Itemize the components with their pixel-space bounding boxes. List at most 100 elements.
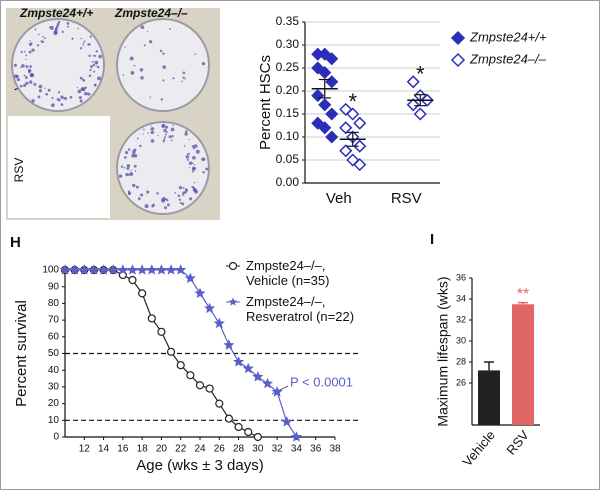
colony (143, 44, 146, 47)
colony (186, 158, 189, 161)
colony (40, 40, 43, 43)
x-tick-label: Veh (326, 190, 352, 207)
y-axis-label: Maximum lifespan (wks) (435, 276, 451, 426)
colony (95, 50, 98, 53)
colony (144, 204, 149, 209)
colony (172, 77, 175, 80)
y-tick-label: 100 (42, 265, 59, 276)
colony (21, 64, 25, 68)
y-tick-label: 30 (48, 382, 60, 393)
y-axis-label: Percent HSCs (257, 55, 274, 150)
colony (195, 149, 200, 154)
colony (124, 46, 126, 48)
x-tick-label: 28 (233, 444, 245, 455)
colony (164, 206, 167, 210)
colony (136, 137, 139, 140)
colony (147, 132, 150, 134)
colony (135, 185, 139, 189)
point (318, 66, 332, 80)
colony (56, 22, 60, 26)
colony (25, 76, 28, 79)
panel-label: H (10, 234, 21, 251)
colony (20, 50, 23, 54)
colony (44, 87, 46, 90)
colony (133, 154, 138, 158)
colony (90, 65, 94, 68)
x-tick-label: 30 (252, 444, 264, 455)
colony (168, 28, 171, 30)
colony (30, 73, 35, 78)
colony (126, 164, 131, 168)
colony (143, 128, 145, 131)
colony (95, 65, 97, 67)
colony (162, 52, 165, 55)
point (339, 121, 353, 135)
legend-marker (450, 30, 466, 46)
colony (181, 202, 185, 206)
colony (94, 84, 97, 87)
colony (29, 65, 32, 69)
colony (148, 40, 153, 44)
colony (157, 134, 159, 137)
colony (88, 74, 92, 78)
y-tick-label: 90 (48, 281, 60, 292)
colony (163, 136, 167, 139)
point (346, 107, 360, 121)
colony (82, 45, 84, 47)
colony (182, 191, 186, 195)
colony (185, 130, 188, 133)
colony (129, 56, 134, 61)
colony (162, 79, 165, 82)
colony (160, 98, 164, 101)
point (325, 107, 339, 121)
colony (191, 170, 194, 173)
colony (132, 183, 136, 188)
significance: * (416, 62, 425, 87)
colony (45, 92, 48, 96)
empty-cell (8, 116, 110, 218)
colony (98, 54, 102, 59)
x-tick-label: RSV (391, 190, 422, 207)
colony (87, 92, 91, 96)
colony (165, 131, 168, 134)
colony (60, 95, 64, 99)
point (233, 356, 245, 367)
point (213, 317, 225, 329)
colony (188, 161, 193, 165)
point (413, 107, 427, 121)
legend-label: Zmpste24–/– (469, 51, 547, 66)
colony (34, 28, 37, 31)
colony (188, 138, 190, 141)
colony (63, 98, 65, 100)
colony (13, 63, 17, 67)
colony (80, 87, 85, 91)
colony (23, 84, 27, 88)
colony (47, 88, 51, 92)
point (138, 289, 147, 298)
point (353, 116, 367, 130)
y-tick-label: 0.25 (276, 60, 300, 74)
colony (205, 167, 209, 171)
colony (203, 158, 206, 161)
colony (164, 198, 168, 201)
point (128, 275, 137, 285)
colony (123, 166, 126, 169)
y-tick-label: 0 (53, 432, 59, 443)
y-tick-label: 0.35 (276, 14, 300, 28)
colony (28, 50, 32, 54)
colony (150, 130, 155, 135)
legend-marker (228, 297, 238, 306)
colony (203, 171, 205, 173)
y-tick-label: 30 (456, 335, 466, 345)
colony (20, 66, 22, 69)
y-tick-label: 0.00 (276, 175, 300, 189)
y-tick-label: 20 (48, 398, 60, 409)
colony (193, 164, 196, 166)
colony (171, 135, 174, 138)
colony (146, 30, 149, 32)
colony (156, 192, 159, 195)
point (165, 264, 177, 275)
colony (164, 133, 167, 136)
significance: ** (517, 286, 529, 303)
point (88, 264, 100, 275)
